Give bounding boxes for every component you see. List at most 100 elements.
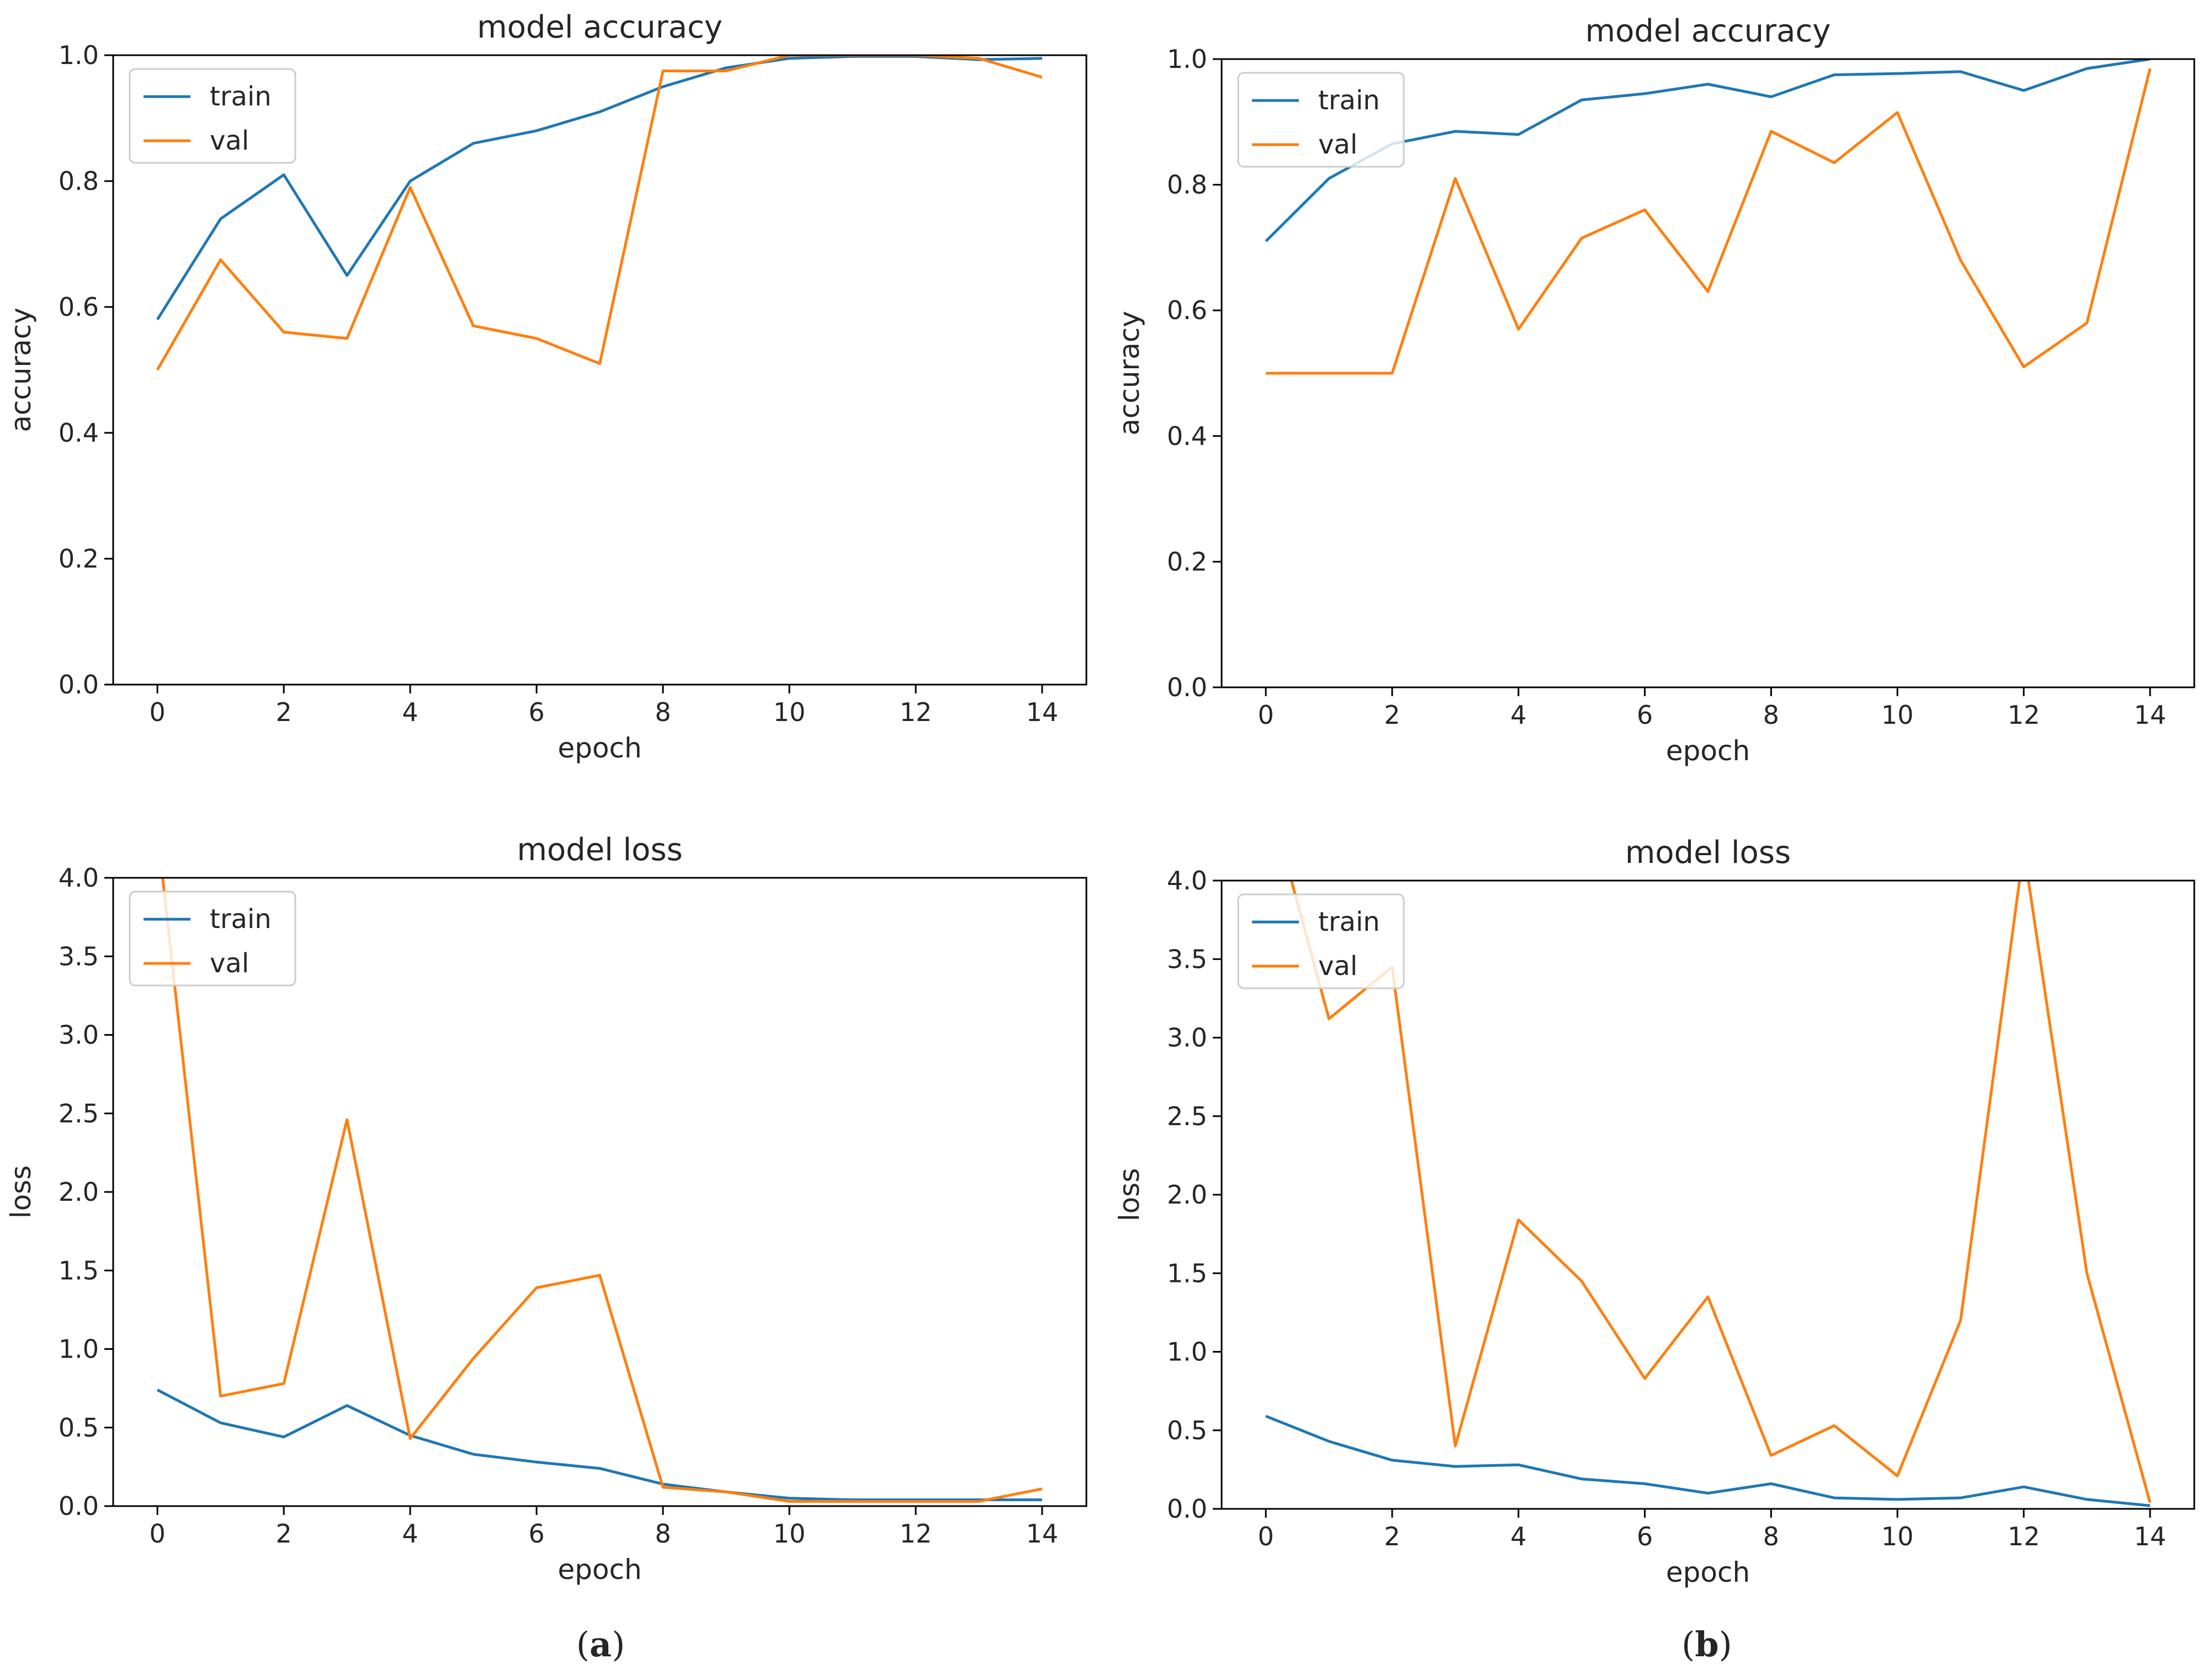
x-tick-label: 6 bbox=[528, 1519, 544, 1549]
y-tick-label: 1.0 bbox=[59, 1334, 99, 1364]
legend-label-val: val bbox=[1318, 951, 1357, 982]
y-axis-label: accuracy bbox=[5, 308, 37, 432]
x-tick-label: 10 bbox=[773, 697, 806, 727]
caption-b-letter: b bbox=[1695, 1624, 1718, 1665]
caption-b-close: ) bbox=[1719, 1624, 1732, 1665]
svg-text:(a): (a) bbox=[576, 1624, 625, 1665]
legend: train val bbox=[129, 891, 296, 987]
x-tick-label: 4 bbox=[1510, 1522, 1526, 1551]
caption-a-letter: a bbox=[590, 1624, 612, 1665]
y-tick-label: 3.5 bbox=[1167, 944, 1207, 974]
x-tick-label: 4 bbox=[402, 1519, 418, 1549]
chart-b-accuracy: 0 2 4 6 8 10 12 14 0.0 0.2 0.4 0.6 0.8 1.0 model accur… bbox=[1113, 13, 2195, 767]
legend: train val bbox=[1237, 893, 1405, 989]
plots-layer: 0 2 4 6 8 10 12 14 0.0 0.2 0.4 0.6 0.8 1.0 model accur… bbox=[5, 9, 2195, 1588]
y-tick-label: 3.0 bbox=[1167, 1023, 1207, 1053]
x-tick-label: 8 bbox=[655, 1519, 671, 1549]
y-tick-label: 0.0 bbox=[1167, 1494, 1207, 1524]
legend: train val bbox=[129, 68, 296, 164]
caption-a-open: ( bbox=[576, 1624, 590, 1665]
y-tick-label: 2.0 bbox=[1167, 1180, 1207, 1210]
y-tick-label: 2.5 bbox=[1167, 1101, 1207, 1131]
chart-title: model accuracy bbox=[477, 9, 723, 45]
series-line-train bbox=[1265, 1414, 2151, 1507]
x-tick-label: 8 bbox=[1763, 700, 1779, 730]
legend-label-val: val bbox=[1318, 129, 1357, 160]
caption-b-open: ( bbox=[1681, 1624, 1695, 1665]
x-tick-label: 0 bbox=[149, 697, 165, 727]
x-axis-label: epoch bbox=[558, 732, 641, 764]
x-tick-label: 6 bbox=[1637, 1522, 1653, 1551]
legend-label-val: val bbox=[210, 948, 249, 979]
x-tick-label: 2 bbox=[275, 1519, 291, 1549]
caption-a-close: ) bbox=[612, 1624, 625, 1665]
y-tick-label: 1.0 bbox=[1167, 44, 1207, 74]
x-tick-label: 6 bbox=[528, 697, 544, 727]
y-tick-label: 0.5 bbox=[1167, 1416, 1207, 1445]
x-tick-label: 14 bbox=[2134, 700, 2167, 730]
legend-label-train: train bbox=[210, 81, 272, 112]
chart-title: model accuracy bbox=[1585, 13, 1831, 49]
series-line-train bbox=[156, 1388, 1042, 1502]
x-tick-label: 12 bbox=[2008, 700, 2040, 730]
legend-label-val: val bbox=[210, 125, 249, 156]
x-tick-label: 12 bbox=[2008, 1522, 2040, 1551]
x-tick-label: 14 bbox=[2134, 1522, 2167, 1551]
x-tick-label: 2 bbox=[1384, 700, 1400, 730]
series-line-val bbox=[1266, 68, 2152, 375]
caption-b: (b) bbox=[1681, 1624, 1732, 1665]
legend-label-train: train bbox=[1318, 907, 1380, 937]
chart-b-loss: 0 2 4 6 8 10 12 14 0.0 0.5 1.0 1.5 2.0 2.5 3.0 3.5 4.0 mo… bbox=[1113, 835, 2195, 1588]
y-tick-label: 4.0 bbox=[59, 863, 99, 893]
legend-label-train: train bbox=[210, 904, 272, 935]
x-tick-label: 14 bbox=[1026, 697, 1059, 727]
x-tick-label: 10 bbox=[1881, 700, 1914, 730]
y-tick-label: 1.5 bbox=[59, 1255, 99, 1285]
y-tick-label: 0.2 bbox=[59, 544, 99, 574]
x-tick-label: 8 bbox=[1763, 1522, 1779, 1551]
y-axis-label: accuracy bbox=[1113, 311, 1145, 436]
y-tick-label: 0.6 bbox=[1167, 295, 1207, 325]
y-tick-label: 2.5 bbox=[59, 1099, 99, 1128]
x-axis-label: epoch bbox=[1666, 1556, 1750, 1588]
x-tick-label: 10 bbox=[1881, 1522, 1914, 1551]
y-axis-label: loss bbox=[5, 1165, 37, 1219]
series-line-val bbox=[156, 55, 1043, 371]
y-tick-label: 0.4 bbox=[59, 418, 99, 448]
y-tick-label: 0.2 bbox=[1167, 547, 1207, 576]
x-tick-label: 2 bbox=[275, 697, 291, 727]
x-tick-label: 8 bbox=[655, 697, 671, 727]
y-tick-label: 3.5 bbox=[59, 941, 99, 971]
y-tick-label: 0.0 bbox=[59, 1491, 99, 1521]
y-tick-label: 0.0 bbox=[59, 670, 99, 699]
axes-frame bbox=[1221, 58, 2195, 688]
series-line-val bbox=[1290, 881, 2152, 1503]
y-tick-label: 0.8 bbox=[1167, 170, 1207, 200]
caption-a: (a) bbox=[576, 1624, 625, 1665]
y-tick-label: 2.0 bbox=[59, 1177, 99, 1207]
y-tick-label: 0.5 bbox=[59, 1413, 99, 1443]
y-axis-label: loss bbox=[1113, 1168, 1145, 1222]
chart-a-accuracy: 0 2 4 6 8 10 12 14 0.0 0.2 0.4 0.6 0.8 1.0 model accur… bbox=[5, 9, 1087, 764]
y-tick-label: 1.0 bbox=[59, 40, 99, 70]
legend-label-train: train bbox=[1318, 85, 1380, 116]
x-tick-label: 0 bbox=[149, 1519, 165, 1549]
y-tick-label: 0.4 bbox=[1167, 421, 1207, 451]
x-tick-label: 10 bbox=[773, 1519, 806, 1549]
axes-frame bbox=[112, 54, 1087, 686]
x-tick-label: 12 bbox=[900, 697, 932, 727]
series-line-val bbox=[161, 878, 1043, 1503]
x-axis-label: epoch bbox=[1666, 735, 1750, 767]
chart-title: model loss bbox=[1625, 835, 1791, 871]
x-tick-label: 6 bbox=[1637, 700, 1653, 730]
y-tick-label: 3.0 bbox=[59, 1020, 99, 1050]
y-tick-label: 4.0 bbox=[1167, 866, 1207, 895]
svg-text:(b): (b) bbox=[1681, 1624, 1732, 1665]
y-tick-label: 0.6 bbox=[59, 292, 99, 322]
series-line-train bbox=[1265, 59, 2151, 242]
y-tick-label: 1.0 bbox=[1167, 1337, 1207, 1367]
legend: train val bbox=[1237, 72, 1405, 168]
x-tick-label: 4 bbox=[402, 697, 418, 727]
y-tick-label: 1.5 bbox=[1167, 1258, 1207, 1288]
y-tick-label: 0.8 bbox=[59, 166, 99, 196]
